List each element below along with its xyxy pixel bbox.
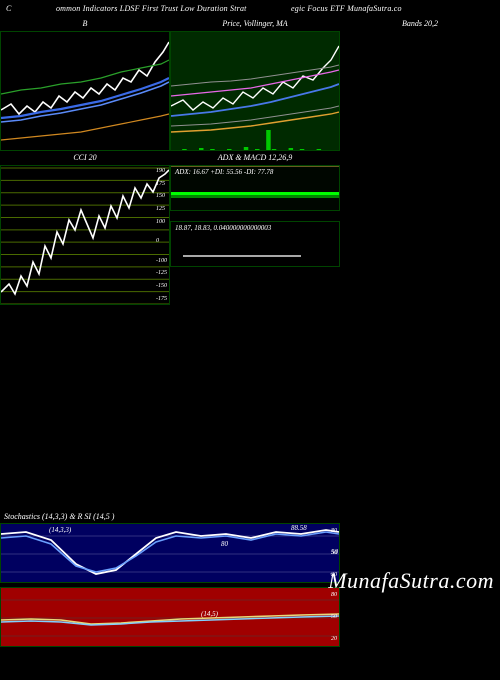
svg-text:88.58: 88.58: [291, 524, 307, 532]
chart-grid: B Price, Vollinger, MA Bands 20,2 CCI 20…: [0, 17, 500, 305]
adx-subpanel-2: 18.87, 18.83, 0.040000000000003: [170, 221, 340, 267]
bottom-title: Stochastics (14,3,3) & R SI (14,5 ): [0, 510, 340, 523]
page-header: C ommon Indicators LDSF First Trust Low …: [0, 0, 500, 17]
panel-adx: ADX & MACD 12,26,9 ADX: 16.67 +DI: 55.56…: [170, 151, 340, 305]
price-title: Price, Vollinger, MA: [170, 17, 340, 31]
adx-subpanel-1: ADX: 16.67 +DI: 55.56 -DI: 77.78: [170, 165, 340, 211]
cci-title: CCI 20: [0, 151, 170, 165]
panel-bands20: Bands 20,2: [340, 17, 500, 151]
panel-price: Price, Vollinger, MA: [170, 17, 340, 151]
stochastics-chart: 805020 (14,3,3)8088.5850: [0, 523, 340, 583]
adx-title: ADX & MACD 12,26,9: [170, 151, 340, 165]
svg-text:(14,5): (14,5): [201, 610, 219, 618]
adx-sub1-label: ADX: 16.67 +DI: 55.56 -DI: 77.78: [175, 168, 273, 176]
cci-chart: 1901751501251000-100-125-150-175: [0, 165, 170, 305]
watermark: MunafaSutra.com: [328, 568, 494, 594]
price-chart: [170, 31, 340, 151]
svg-text:80: 80: [221, 540, 229, 548]
rsi-chart: 805020 (14,5): [0, 587, 340, 647]
header-right: egic Focus ETF MunafaSutra.co: [291, 4, 402, 13]
header-left: C: [6, 4, 12, 13]
bottom-section: Stochastics (14,3,3) & R SI (14,5 ) 8050…: [0, 510, 340, 647]
bbands-title: B: [0, 17, 170, 31]
header-center: ommon Indicators LDSF First Trust Low Du…: [56, 4, 247, 13]
bbands-chart: [0, 31, 170, 151]
svg-text:(14,3,3): (14,3,3): [49, 526, 72, 534]
adx-sub2-label: 18.87, 18.83, 0.040000000000003: [175, 224, 271, 232]
bands20-title: Bands 20,2: [340, 17, 500, 31]
panel-empty: [340, 151, 500, 305]
panel-cci: CCI 20 1901751501251000-100-125-150-175: [0, 151, 170, 305]
panel-bbands: B: [0, 17, 170, 151]
